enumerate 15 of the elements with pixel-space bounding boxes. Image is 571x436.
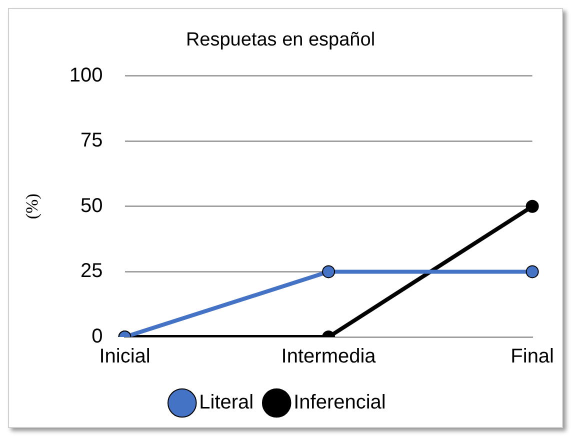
point bbox=[526, 200, 539, 213]
y-tick-label: 50 bbox=[80, 194, 103, 217]
x-tick-label: Intermedia bbox=[281, 346, 377, 368]
chart-title: Respuetas en español bbox=[186, 30, 376, 51]
x-tick-label: Inicial bbox=[99, 346, 150, 368]
y-tick-label: 75 bbox=[80, 130, 103, 152]
point bbox=[526, 265, 539, 278]
y-axis-title: (%) bbox=[22, 194, 42, 220]
y-tick-label: 100 bbox=[69, 64, 103, 86]
x-tick-label: Final bbox=[510, 346, 554, 368]
y-tick-label: 0 bbox=[92, 326, 103, 348]
y-tick-label: 25 bbox=[80, 260, 103, 282]
legend-label: Inferencial bbox=[294, 392, 386, 414]
legend-label: Literal bbox=[199, 392, 254, 414]
point bbox=[322, 265, 336, 278]
